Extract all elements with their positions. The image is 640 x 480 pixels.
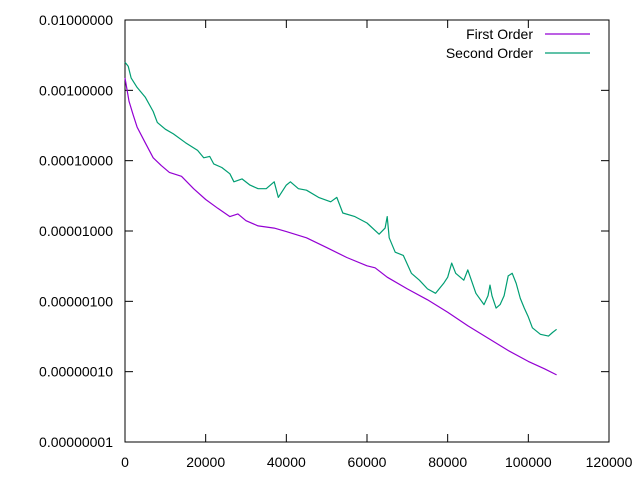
series-line-second-order (124, 61, 557, 337)
y-tick-label: 0.00000100 (39, 293, 113, 309)
x-tick-label: 100000 (505, 454, 552, 470)
y-tick-label: 0.01000000 (39, 12, 113, 28)
x-tick-label: 0 (121, 454, 129, 470)
plot-frame (124, 19, 610, 443)
axis-ticks (124, 19, 610, 443)
y-tick-label: 0.00000001 (39, 434, 113, 450)
legend-label: Second Order (446, 45, 533, 61)
x-tick-label: 120000 (586, 454, 633, 470)
y-tick-label: 0.00001000 (39, 223, 113, 239)
x-tick-label: 20000 (186, 454, 225, 470)
x-tick-label: 80000 (428, 454, 467, 470)
legend: First Order Second Order (446, 26, 590, 61)
series-line-first-order (124, 77, 557, 376)
y-tick-label: 0.00000010 (39, 364, 113, 380)
y-tick-label: 0.00100000 (39, 82, 113, 98)
axis-tick-labels: 0 20000 40000 60000 80000 100000 120000 0.00000… (39, 12, 633, 470)
legend-label: First Order (466, 26, 533, 42)
y-tick-label: 0.00010000 (39, 153, 113, 169)
x-tick-label: 60000 (348, 454, 387, 470)
x-tick-label: 40000 (267, 454, 306, 470)
series-lines (124, 61, 557, 376)
